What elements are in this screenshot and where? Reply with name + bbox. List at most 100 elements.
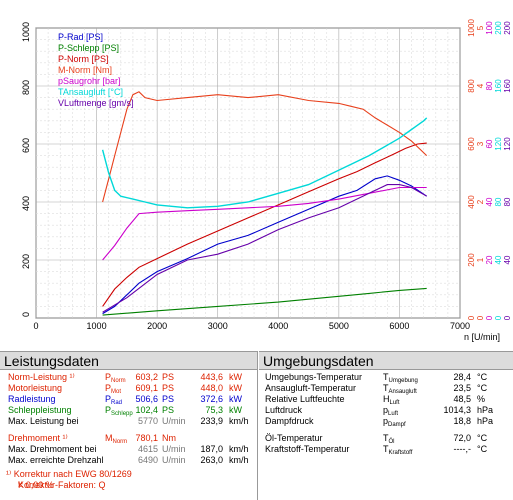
right-axis-tick-label: 40 bbox=[494, 255, 503, 264]
row-symbol: TUmgebung bbox=[383, 372, 418, 384]
y-tick-label: 400 bbox=[21, 196, 31, 211]
row-label: Dampfdruck bbox=[265, 416, 314, 426]
umgebung-row: Ansaugluft-Temperatur TAnsaugluft 23,5 °C bbox=[259, 383, 513, 395]
row-value-1: 506,6 bbox=[135, 394, 158, 404]
legend-entry: M-Norm [Nm] bbox=[58, 65, 112, 75]
row-symbol: pDampf bbox=[383, 416, 406, 428]
row-unit-2: kW bbox=[229, 383, 242, 393]
right-axis-tick-label: 0 bbox=[485, 315, 494, 320]
row-symbol: PMot bbox=[105, 383, 122, 395]
row-unit-2: kW bbox=[229, 394, 242, 404]
row-unit-2: km/h bbox=[229, 455, 249, 465]
leistung-row: Radleistung PRad 506,6 PS 372,6 kW bbox=[0, 394, 257, 406]
legend-entry: P-Rad [PS] bbox=[58, 32, 103, 42]
row-unit-1: PS bbox=[162, 394, 175, 404]
row-symbol: TAnsaugluft bbox=[383, 383, 417, 395]
right-axis-tick-label: 80 bbox=[485, 81, 494, 90]
x-tick-label: 0 bbox=[33, 321, 38, 331]
right-axis-tick-label: 160 bbox=[503, 79, 512, 93]
row-value-2: 233,9 bbox=[200, 416, 223, 426]
row-symbol: MNorm bbox=[105, 433, 128, 445]
row-value-1: 603,2 bbox=[135, 372, 158, 382]
leistungsdaten-panel: Leistungsdaten Norm-Leistung ¹⁾ PNorm 603,… bbox=[0, 351, 258, 500]
y-tick-label: 800 bbox=[21, 80, 31, 95]
row-label: Max. Drehmoment bei bbox=[8, 444, 97, 454]
row-symbol: TÖl bbox=[383, 433, 395, 445]
row-value: 23,5 bbox=[453, 383, 471, 393]
row-value: 18,8 bbox=[453, 416, 471, 426]
row-unit-1: PS bbox=[162, 383, 175, 393]
right-axis-tick-label: 1000 bbox=[467, 19, 476, 37]
x-tick-label: 5000 bbox=[329, 321, 349, 331]
umgebung-row: Kraftstoff-Temperatur TKraftstoff ----,- °C bbox=[259, 444, 513, 456]
row-symbol: TKraftstoff bbox=[383, 444, 413, 456]
series-line bbox=[102, 184, 427, 313]
right-axis-tick-label: 200 bbox=[467, 253, 476, 267]
x-tick-label: 6000 bbox=[389, 321, 409, 331]
right-axis-tick-label: 100 bbox=[485, 21, 494, 35]
series-line bbox=[102, 91, 428, 203]
row-value-1: 102,4 bbox=[135, 405, 158, 415]
x-tick-label: 3000 bbox=[208, 321, 228, 331]
row-unit: °C bbox=[477, 383, 488, 393]
row-unit: hPa bbox=[477, 416, 494, 426]
y-tick-label: 0 bbox=[21, 312, 31, 317]
right-axis-tick-label: 0 bbox=[467, 315, 476, 320]
row-label: Max. erreichte Drehzahl bbox=[8, 455, 104, 465]
row-value-1: 4615 bbox=[137, 444, 158, 454]
legend-entry: TAnsaugluft [°C] bbox=[58, 87, 123, 97]
row-value-2: 443,6 bbox=[200, 372, 223, 382]
leistung-row: Motorleistung PMot 609,1 PS 448,0 kW bbox=[0, 383, 257, 395]
row-label: Öl-Temperatur bbox=[265, 433, 323, 443]
x-tick-label: 7000 bbox=[450, 321, 470, 331]
row-value-1: 6490 bbox=[137, 455, 158, 465]
row-value-2: 75,3 bbox=[205, 405, 223, 415]
right-axis-tick-label: 20 bbox=[485, 255, 494, 264]
row-unit-1: U/min bbox=[162, 455, 186, 465]
row-label: Luftdruck bbox=[265, 405, 303, 415]
row-value-1: 609,1 bbox=[135, 383, 158, 393]
row-value-2: 187,0 bbox=[200, 444, 223, 454]
umgebung-row: Dampfdruck pDampf 18,8 hPa bbox=[259, 416, 513, 428]
series-line bbox=[102, 175, 428, 315]
row-symbol: pLuft bbox=[383, 405, 399, 417]
series-line bbox=[102, 142, 427, 307]
row-label: Ansaugluft-Temperatur bbox=[265, 383, 357, 393]
row-symbol: PNorm bbox=[105, 372, 126, 384]
row-value-1: 5770 bbox=[137, 416, 158, 426]
row-label: Relative Luftfeuchte bbox=[265, 394, 345, 404]
row-value-2: 448,0 bbox=[200, 383, 223, 393]
leistung-row: Max. Drehmoment bei 4615 U/min 187,0 km/h bbox=[0, 444, 257, 455]
row-unit-1: U/min bbox=[162, 444, 186, 454]
legend-entry: P-Norm [PS] bbox=[58, 54, 109, 64]
row-unit-1: Nm bbox=[162, 433, 176, 443]
right-axis-tick-label: 0 bbox=[494, 315, 503, 320]
right-axis-tick-label: 0 bbox=[503, 315, 512, 320]
row-value: 48,5 bbox=[453, 394, 471, 404]
x-tick-label: 2000 bbox=[147, 321, 167, 331]
row-value-2: 263,0 bbox=[200, 455, 223, 465]
x-tick-label: 4000 bbox=[268, 321, 288, 331]
row-value-2: 372,6 bbox=[200, 394, 223, 404]
leistung-row: Norm-Leistung ¹⁾ PNorm 603,2 PS 443,6 kW bbox=[0, 372, 257, 384]
right-axis-tick-label: 200 bbox=[503, 21, 512, 35]
right-axis-tick-label: 80 bbox=[494, 197, 503, 206]
leistung-row: Drehmoment ¹⁾ MNorm 780,1 Nm bbox=[0, 433, 257, 445]
right-axis-tick-label: 400 bbox=[467, 195, 476, 209]
row-unit: °C bbox=[477, 433, 488, 443]
row-label: Motorleistung bbox=[8, 383, 63, 393]
umgebung-row: Relative Luftfeuchte HLuft 48,5% bbox=[259, 394, 513, 406]
row-value-1: 780,1 bbox=[135, 433, 158, 443]
right-axis-tick-label: 40 bbox=[485, 197, 494, 206]
footnote-ewg: ¹⁾ Korrektur nach EWG 80/1269 bbox=[6, 469, 132, 479]
row-value: 72,0 bbox=[453, 433, 471, 443]
row-label: Kraftstoff-Temperatur bbox=[265, 444, 350, 454]
right-axis-tick-label: 120 bbox=[494, 137, 503, 151]
row-unit-2: kW bbox=[229, 405, 242, 415]
umgebung-row: Luftdruck pLuft 1014,3 hPa bbox=[259, 405, 513, 417]
row-label: Schleppleistung bbox=[8, 405, 72, 415]
series-line bbox=[102, 287, 427, 316]
y-tick-label: 200 bbox=[21, 254, 31, 269]
right-axis-tick-label: 0 bbox=[476, 315, 485, 320]
right-axis-tick-label: 80 bbox=[503, 197, 512, 206]
